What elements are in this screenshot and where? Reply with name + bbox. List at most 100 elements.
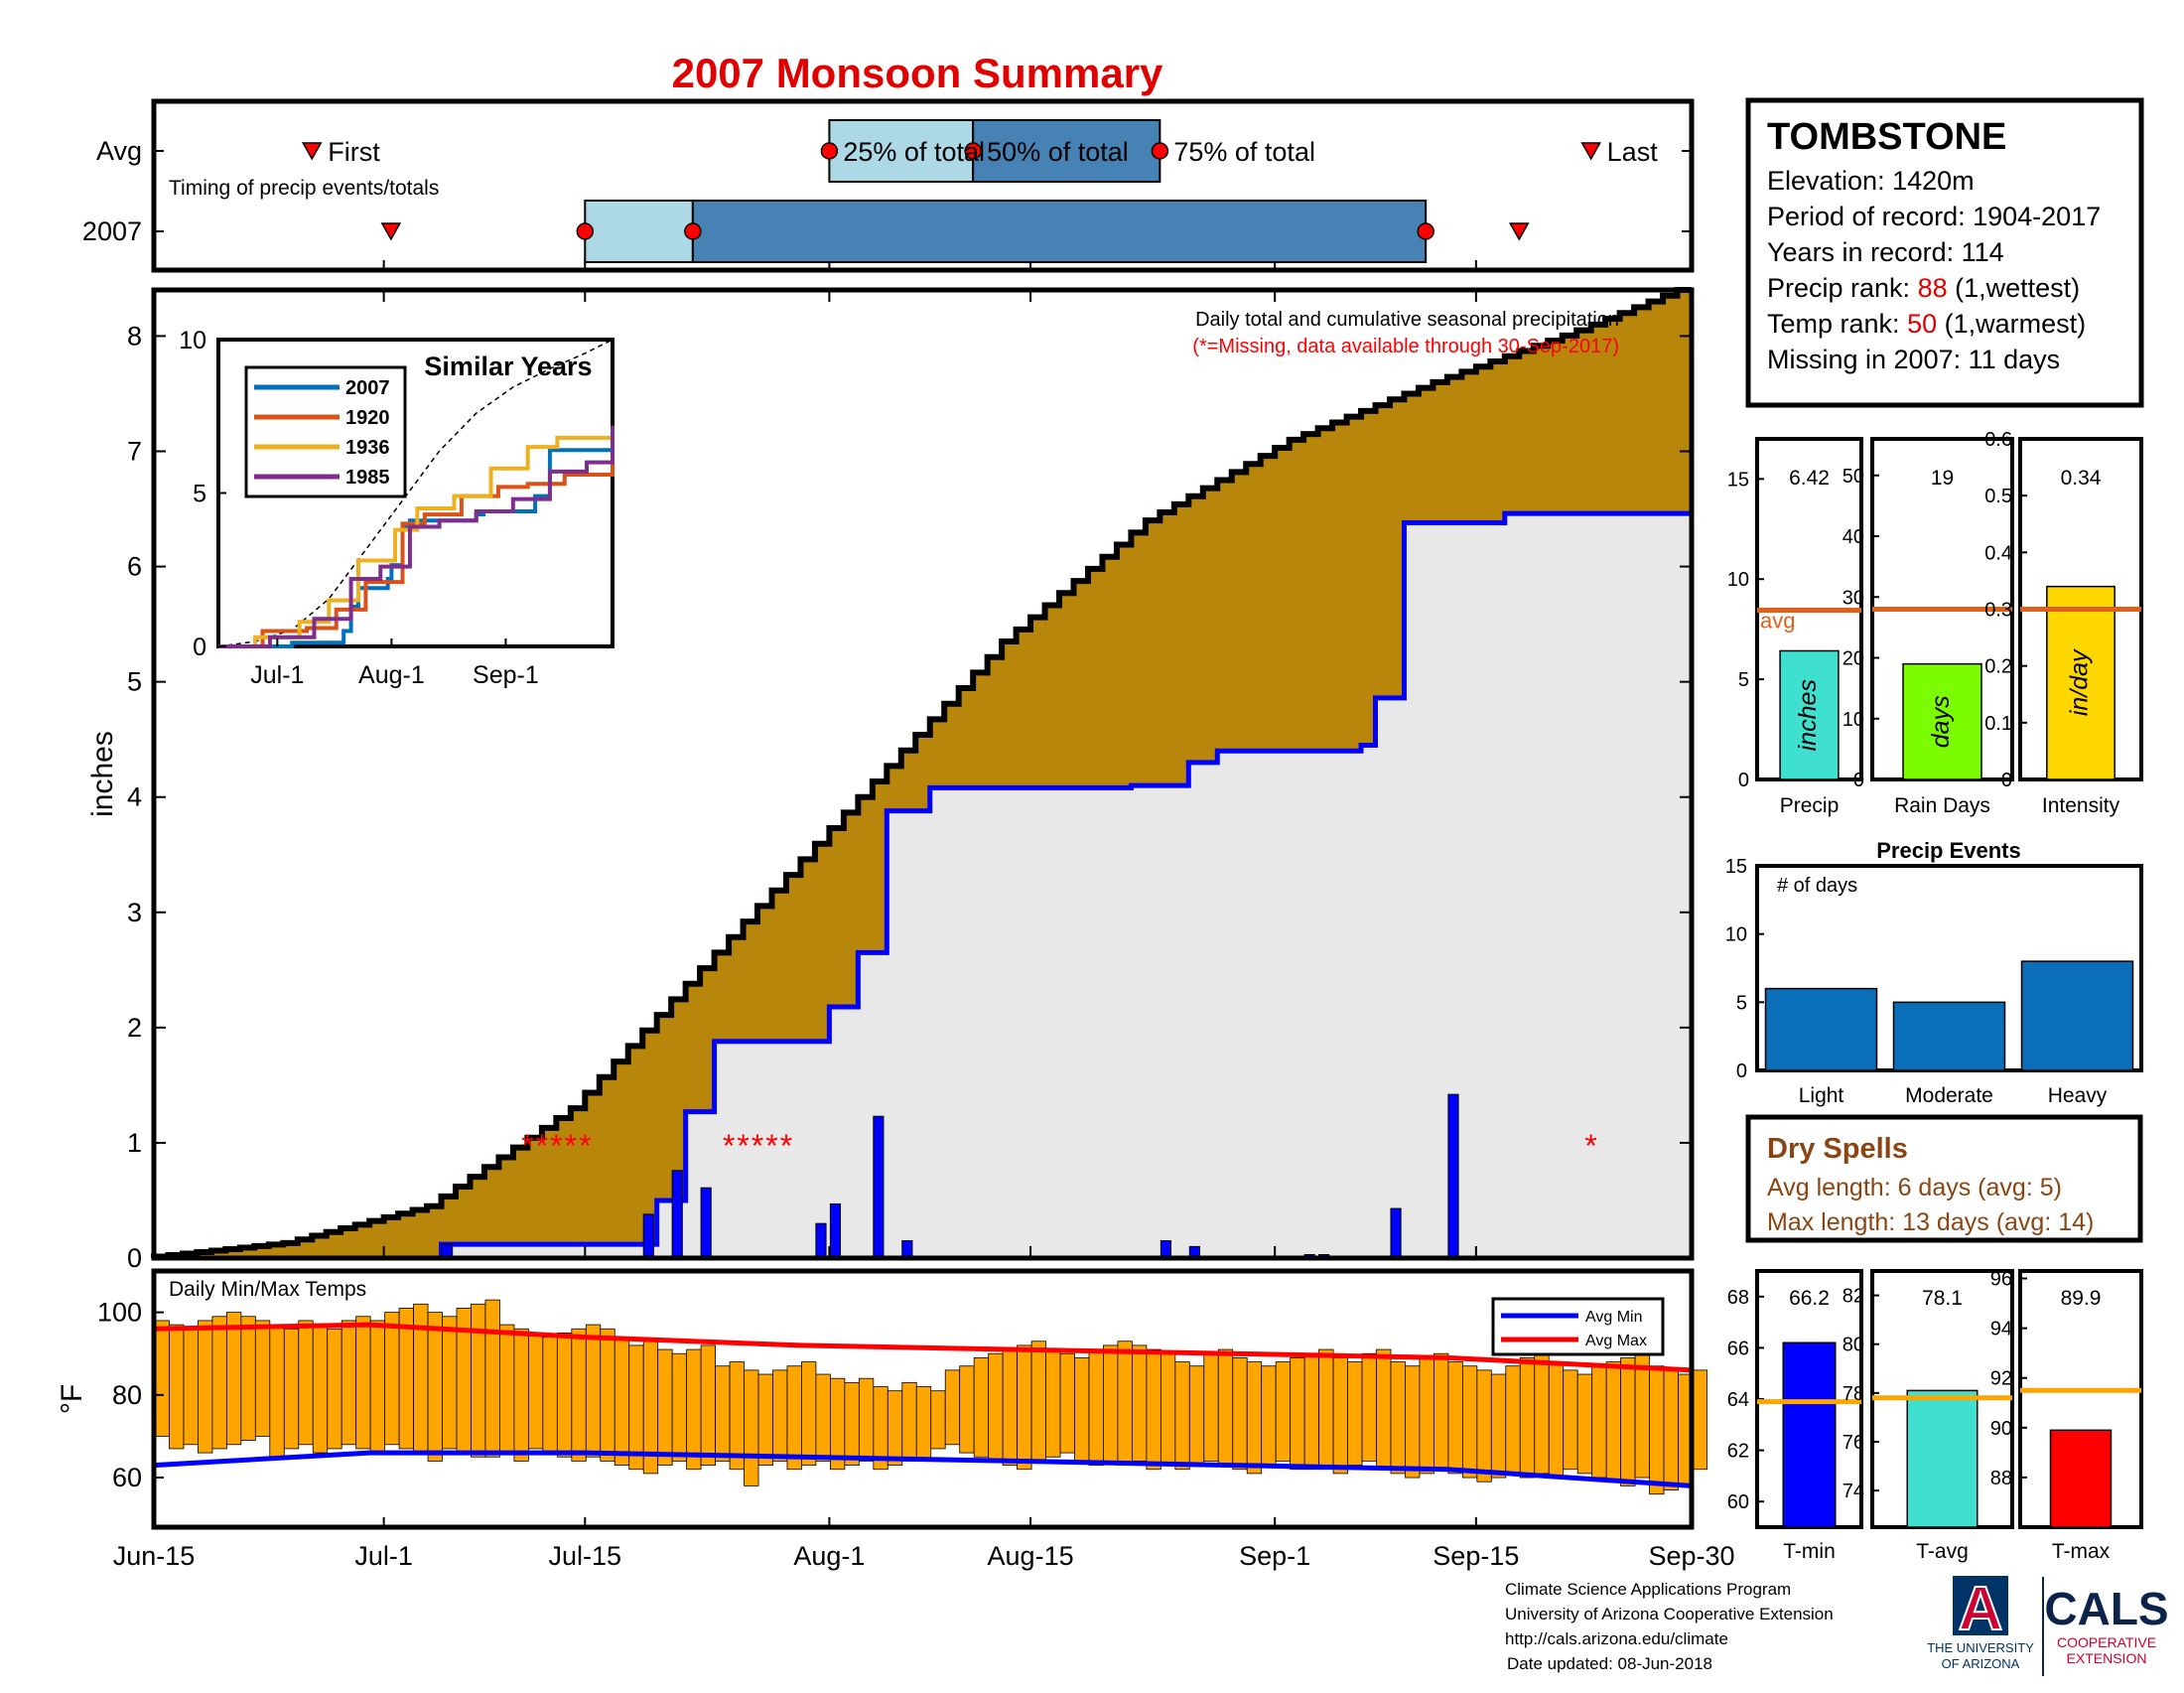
station-line-value: 114 bbox=[1962, 237, 2004, 267]
daily-temp-bar bbox=[542, 1337, 558, 1454]
daily-temp-bar bbox=[225, 1312, 242, 1446]
main-precip-chart: * * * * * * * * * * *Daily total and cumulative se… bbox=[86, 287, 1695, 1273]
cals-sub-2: EXTENSION bbox=[2067, 1650, 2147, 1666]
daily-temp-bar bbox=[384, 1312, 400, 1446]
rain_days-y-tick-label: 10 bbox=[1843, 709, 1864, 731]
temp-summary-y-tick-label: 80 bbox=[1843, 1335, 1864, 1356]
daily-temps-chart: Daily Min/Max Temps 60 80 100 Jun-15 Jul-1 Jul… bbox=[56, 1268, 1735, 1571]
rain_days-y-tick-label: 50 bbox=[1843, 466, 1864, 488]
daily-temp-bar bbox=[944, 1369, 961, 1446]
daily-temp-bar bbox=[1146, 1348, 1161, 1471]
events-y-tick-label: 15 bbox=[1725, 856, 1747, 878]
daily-temp-bar bbox=[1505, 1365, 1521, 1475]
daily-temp-bar bbox=[1649, 1365, 1665, 1495]
precip-y-tick-label: 10 bbox=[1727, 569, 1749, 591]
x-tick-label: Sep-1 bbox=[1239, 1541, 1310, 1571]
daily-temp-bar bbox=[183, 1328, 199, 1446]
x-tick-label: Aug-1 bbox=[793, 1541, 865, 1571]
timing-25-50-box bbox=[584, 200, 694, 263]
summary-bar-charts: 0 5 10 15 6.42 inches Precip 0 10 20 30 40 50 19 days R… bbox=[1727, 429, 2143, 817]
daily-temp-bar bbox=[1160, 1352, 1176, 1466]
precip-category-label: Precip bbox=[1780, 794, 1840, 817]
inset-y-tick-label: 0 bbox=[193, 634, 206, 661]
main-frame bbox=[151, 287, 1695, 1261]
daily-temp-bar bbox=[1361, 1352, 1377, 1462]
intensity-y-tick-label: 0.4 bbox=[1984, 542, 2012, 564]
daily-precip-bar bbox=[671, 1170, 683, 1259]
timing-triangle-first bbox=[380, 222, 402, 241]
daily-temp-bar bbox=[915, 1386, 932, 1462]
temp-summary-y-tick-label: 88 bbox=[1990, 1468, 2012, 1489]
daily-temp-bar bbox=[513, 1328, 529, 1462]
daily-temp-bar bbox=[1433, 1352, 1449, 1471]
timing-caption: Timing of precip events/totals bbox=[169, 177, 439, 200]
temps-y-tick-label: 60 bbox=[112, 1463, 142, 1492]
intensity-y-tick-label: 0.5 bbox=[1984, 486, 2012, 507]
missing-asterisk: * bbox=[1584, 1128, 1596, 1164]
missing-asterisk: * bbox=[780, 1128, 792, 1164]
daily-temp-bar bbox=[887, 1390, 903, 1466]
rain_days-y-tick-label: 0 bbox=[1853, 770, 1864, 791]
events-y-tick-label: 10 bbox=[1725, 924, 1747, 946]
daily-temp-bar bbox=[757, 1373, 773, 1466]
temp-summary-y-tick-label: 60 bbox=[1727, 1491, 1749, 1513]
intensity-category-label: Intensity bbox=[2042, 794, 2120, 817]
station-line-label: Period of record: bbox=[1767, 202, 1973, 231]
timing-marker-q50 bbox=[964, 142, 982, 160]
daily-temp-bar bbox=[858, 1377, 875, 1462]
temp-summary-y-tick-label: 78 bbox=[1843, 1383, 1864, 1405]
daily-temp-bar bbox=[1017, 1344, 1032, 1471]
ua-logo-letter: A bbox=[1959, 1575, 2003, 1643]
precip-events-chart: Precip Events # of days 0 5 10 15 Light Moderat… bbox=[1725, 838, 2143, 1107]
timing-label-75: 75% of total bbox=[1173, 137, 1315, 167]
events-bar bbox=[1764, 987, 1878, 1071]
legend-label-avg-min: Avg Min bbox=[1585, 1309, 1643, 1326]
daily-temp-bar bbox=[1447, 1361, 1463, 1475]
temp-summary-y-tick-label: 76 bbox=[1843, 1432, 1864, 1454]
inset-x-tick-label: Aug-1 bbox=[358, 661, 425, 689]
dry-spells-box: Dry Spells Avg length: 6 days (avg: 5) M… bbox=[1745, 1114, 2143, 1243]
y-tick-label: 3 bbox=[127, 898, 142, 927]
daily-temp-bar bbox=[1461, 1365, 1478, 1479]
rain_days-bar-text: days bbox=[1927, 695, 1955, 748]
daily-temp-bar bbox=[1390, 1361, 1406, 1475]
y-tick-label: 0 bbox=[127, 1243, 142, 1273]
temp-summary-name: T-max bbox=[2052, 1540, 2111, 1563]
daily-temp-bar bbox=[527, 1333, 544, 1450]
precip-y-tick-label: 5 bbox=[1738, 669, 1749, 691]
x-tick-label: Aug-15 bbox=[988, 1541, 1074, 1571]
timing-marker-q25 bbox=[820, 142, 839, 160]
daily-temp-bar bbox=[628, 1344, 644, 1471]
daily-temp-bar bbox=[1332, 1356, 1348, 1475]
daily-precip-bar bbox=[815, 1222, 827, 1259]
daily-temp-bar bbox=[427, 1312, 443, 1462]
daily-temp-bar bbox=[499, 1324, 515, 1454]
daily-temp-bar bbox=[1261, 1365, 1277, 1466]
daily-temp-bar bbox=[1347, 1361, 1363, 1466]
temp-summary-y-tick-label: 90 bbox=[1990, 1418, 2012, 1440]
daily-temp-bar bbox=[1519, 1356, 1536, 1479]
y-tick-label: 4 bbox=[127, 782, 142, 812]
temp-summary-y-tick-label: 92 bbox=[1990, 1368, 2012, 1390]
similar-years-inset: 0 5 10 Jul-1 Aug-1 Sep-1 Similar Years 2007 1920… bbox=[179, 327, 614, 689]
daily-temp-bar bbox=[600, 1328, 615, 1462]
daily-temp-bar bbox=[1174, 1361, 1190, 1471]
daily-precip-bar bbox=[1390, 1207, 1402, 1259]
station-line-label: Temp rank: bbox=[1767, 309, 1907, 339]
daily-temp-bar bbox=[1692, 1369, 1707, 1471]
daily-temp-bar bbox=[211, 1316, 227, 1450]
timing-marker-q25 bbox=[576, 222, 595, 240]
timing-triangle-last bbox=[1580, 142, 1601, 161]
precip-bar-text: inches bbox=[1794, 679, 1822, 751]
daily-temp-bar bbox=[298, 1320, 314, 1446]
daily-temp-bar bbox=[815, 1373, 831, 1462]
daily-temp-bar bbox=[312, 1324, 329, 1454]
precip-y-tick-label: 0 bbox=[1738, 770, 1749, 791]
daily-temp-bar bbox=[1534, 1352, 1550, 1475]
inset-y-tick-label: 10 bbox=[179, 327, 206, 354]
intensity-y-tick-label: 0.3 bbox=[1984, 600, 2012, 622]
avg-cumulative-line bbox=[151, 287, 1692, 1260]
daily-temp-bar bbox=[988, 1352, 1004, 1462]
footer-line-3: http://cals.arizona.edu/climate bbox=[1505, 1629, 1728, 1648]
ua-logo: A THE UNIVERSITY OF ARIZONA bbox=[1927, 1574, 2034, 1671]
